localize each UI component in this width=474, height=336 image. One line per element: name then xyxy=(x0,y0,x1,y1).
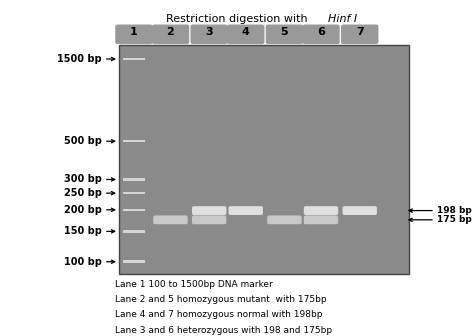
FancyBboxPatch shape xyxy=(192,206,227,215)
Text: 3: 3 xyxy=(205,28,213,37)
Bar xyxy=(123,58,145,60)
FancyBboxPatch shape xyxy=(192,215,227,224)
Text: Lane 3 and 6 heterozygous with 198 and 175bp: Lane 3 and 6 heterozygous with 198 and 1… xyxy=(115,326,332,335)
Text: Lane 1 100 to 1500bp DNA marker: Lane 1 100 to 1500bp DNA marker xyxy=(115,280,273,289)
Bar xyxy=(123,192,145,195)
Text: 200 bp: 200 bp xyxy=(64,205,102,215)
Bar xyxy=(123,230,145,233)
Text: 198 bp: 198 bp xyxy=(437,206,472,215)
Bar xyxy=(119,45,409,274)
FancyBboxPatch shape xyxy=(191,25,228,44)
Text: 6: 6 xyxy=(317,28,325,37)
Text: Lane 2 and 5 homozygous mutant  with 175bp: Lane 2 and 5 homozygous mutant with 175b… xyxy=(115,295,326,304)
Text: 4: 4 xyxy=(242,28,250,37)
Text: 2: 2 xyxy=(166,28,174,37)
FancyBboxPatch shape xyxy=(115,25,153,44)
Text: Lane 4 and 7 homozygous normal with 198bp: Lane 4 and 7 homozygous normal with 198b… xyxy=(115,310,322,320)
FancyBboxPatch shape xyxy=(152,25,189,44)
Bar xyxy=(123,178,145,181)
FancyBboxPatch shape xyxy=(266,25,303,44)
Bar xyxy=(123,209,145,211)
FancyBboxPatch shape xyxy=(304,215,338,224)
FancyBboxPatch shape xyxy=(228,206,263,215)
FancyBboxPatch shape xyxy=(153,215,188,224)
Text: 300 bp: 300 bp xyxy=(64,174,102,184)
Text: 250 bp: 250 bp xyxy=(64,188,102,198)
Bar xyxy=(123,260,145,263)
Text: 7: 7 xyxy=(356,28,364,37)
FancyBboxPatch shape xyxy=(267,215,301,224)
Text: 100 bp: 100 bp xyxy=(64,257,102,267)
Text: 150 bp: 150 bp xyxy=(64,226,102,236)
Text: 1500 bp: 1500 bp xyxy=(57,54,102,64)
Text: 500 bp: 500 bp xyxy=(64,136,102,146)
FancyBboxPatch shape xyxy=(227,25,264,44)
Text: 1: 1 xyxy=(130,28,138,37)
FancyBboxPatch shape xyxy=(343,206,377,215)
Bar xyxy=(123,140,145,142)
FancyBboxPatch shape xyxy=(304,206,338,215)
Text: Restriction digestion with: Restriction digestion with xyxy=(166,14,311,24)
Text: 175 bp: 175 bp xyxy=(437,215,472,224)
FancyBboxPatch shape xyxy=(302,25,340,44)
Text: Hinf I: Hinf I xyxy=(328,14,357,24)
FancyBboxPatch shape xyxy=(341,25,378,44)
Text: 5: 5 xyxy=(281,28,288,37)
